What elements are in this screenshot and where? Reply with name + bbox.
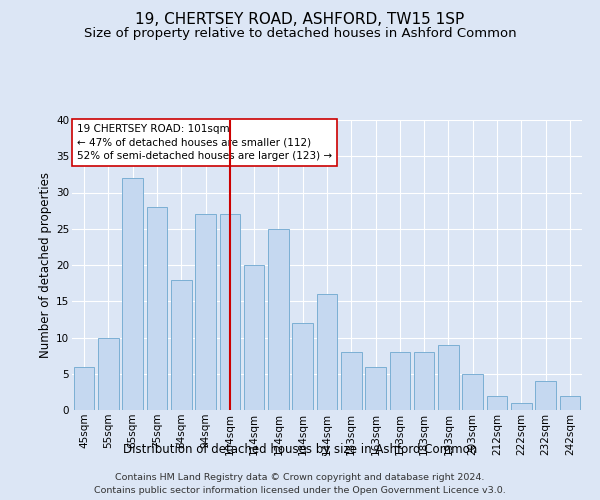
Text: Size of property relative to detached houses in Ashford Common: Size of property relative to detached ho… — [83, 28, 517, 40]
Bar — [98, 338, 119, 410]
Bar — [487, 396, 508, 410]
Bar — [341, 352, 362, 410]
Bar — [171, 280, 191, 410]
Bar — [463, 374, 483, 410]
Bar — [268, 229, 289, 410]
Bar — [244, 265, 265, 410]
Bar — [122, 178, 143, 410]
Text: Contains public sector information licensed under the Open Government Licence v3: Contains public sector information licen… — [94, 486, 506, 495]
Bar — [292, 323, 313, 410]
Bar — [389, 352, 410, 410]
Bar — [511, 403, 532, 410]
Bar — [365, 366, 386, 410]
Text: Contains HM Land Registry data © Crown copyright and database right 2024.: Contains HM Land Registry data © Crown c… — [115, 472, 485, 482]
Bar — [414, 352, 434, 410]
Bar — [74, 366, 94, 410]
Bar — [560, 396, 580, 410]
Text: Distribution of detached houses by size in Ashford Common: Distribution of detached houses by size … — [123, 442, 477, 456]
Text: 19 CHERTSEY ROAD: 101sqm
← 47% of detached houses are smaller (112)
52% of semi-: 19 CHERTSEY ROAD: 101sqm ← 47% of detach… — [77, 124, 332, 161]
Y-axis label: Number of detached properties: Number of detached properties — [39, 172, 52, 358]
Bar — [535, 381, 556, 410]
Bar — [220, 214, 240, 410]
Text: 19, CHERTSEY ROAD, ASHFORD, TW15 1SP: 19, CHERTSEY ROAD, ASHFORD, TW15 1SP — [136, 12, 464, 28]
Bar — [195, 214, 216, 410]
Bar — [317, 294, 337, 410]
Bar — [438, 345, 459, 410]
Bar — [146, 207, 167, 410]
